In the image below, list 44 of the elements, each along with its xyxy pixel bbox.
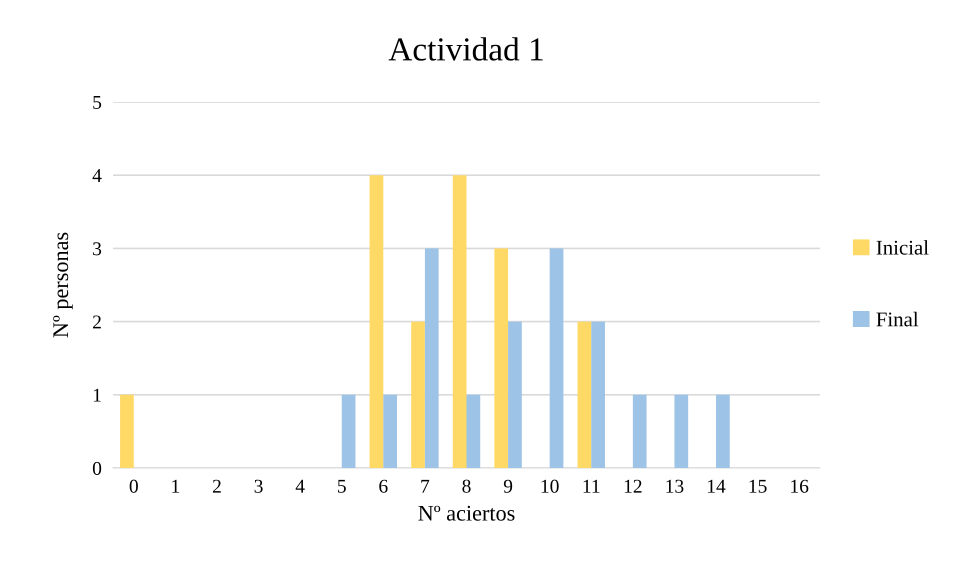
y-tick-label: 0: [92, 462, 102, 475]
bar: [591, 322, 605, 468]
bar: [494, 248, 508, 468]
x-tick-label: 15: [750, 480, 767, 493]
bar: [411, 322, 425, 468]
y-tick-label: 2: [93, 315, 101, 328]
x-tick-label: 5: [338, 480, 346, 493]
bar: [508, 322, 522, 468]
x-tick-label: 10: [542, 480, 559, 493]
bar: [452, 175, 466, 468]
y-tick-label: 5: [93, 96, 102, 109]
bar: [424, 248, 439, 468]
y-tick-label: 3: [93, 242, 102, 256]
bar: [578, 322, 592, 468]
bar: [466, 394, 480, 468]
x-tick-label: 7: [421, 480, 430, 493]
x-tick-label: 16: [791, 480, 808, 493]
legend-label: Inicial: [876, 240, 929, 255]
bar: [120, 394, 134, 468]
legend-label: Final: [876, 312, 918, 326]
bar: [383, 394, 398, 468]
bar: [716, 394, 730, 468]
x-tick-label: 1: [172, 480, 180, 493]
y-tick-label: 1: [94, 388, 101, 402]
bar: [632, 394, 647, 468]
bar: [674, 394, 688, 468]
bar: [370, 175, 384, 468]
y-tick-label: 4: [92, 169, 102, 182]
x-tick-label: 2: [212, 480, 221, 493]
bar: [342, 394, 356, 468]
x-tick-label: 6: [379, 480, 388, 493]
x-tick-label: 13: [666, 480, 684, 493]
x-tick-label: 12: [624, 480, 642, 493]
x-axis-title: Nº aciertos: [418, 506, 514, 521]
x-tick-label: 14: [708, 480, 726, 493]
y-axis-title: Nº personas: [53, 232, 73, 338]
x-tick-label: 8: [462, 480, 471, 493]
x-tick-label: 9: [504, 480, 512, 493]
x-tick-label: 4: [296, 480, 305, 493]
x-tick-label: 0: [130, 480, 138, 493]
bar: [550, 248, 564, 468]
x-tick-label: 11: [584, 480, 600, 493]
x-tick-label: 3: [254, 480, 263, 493]
chart-title: Actividad 1: [388, 37, 543, 61]
